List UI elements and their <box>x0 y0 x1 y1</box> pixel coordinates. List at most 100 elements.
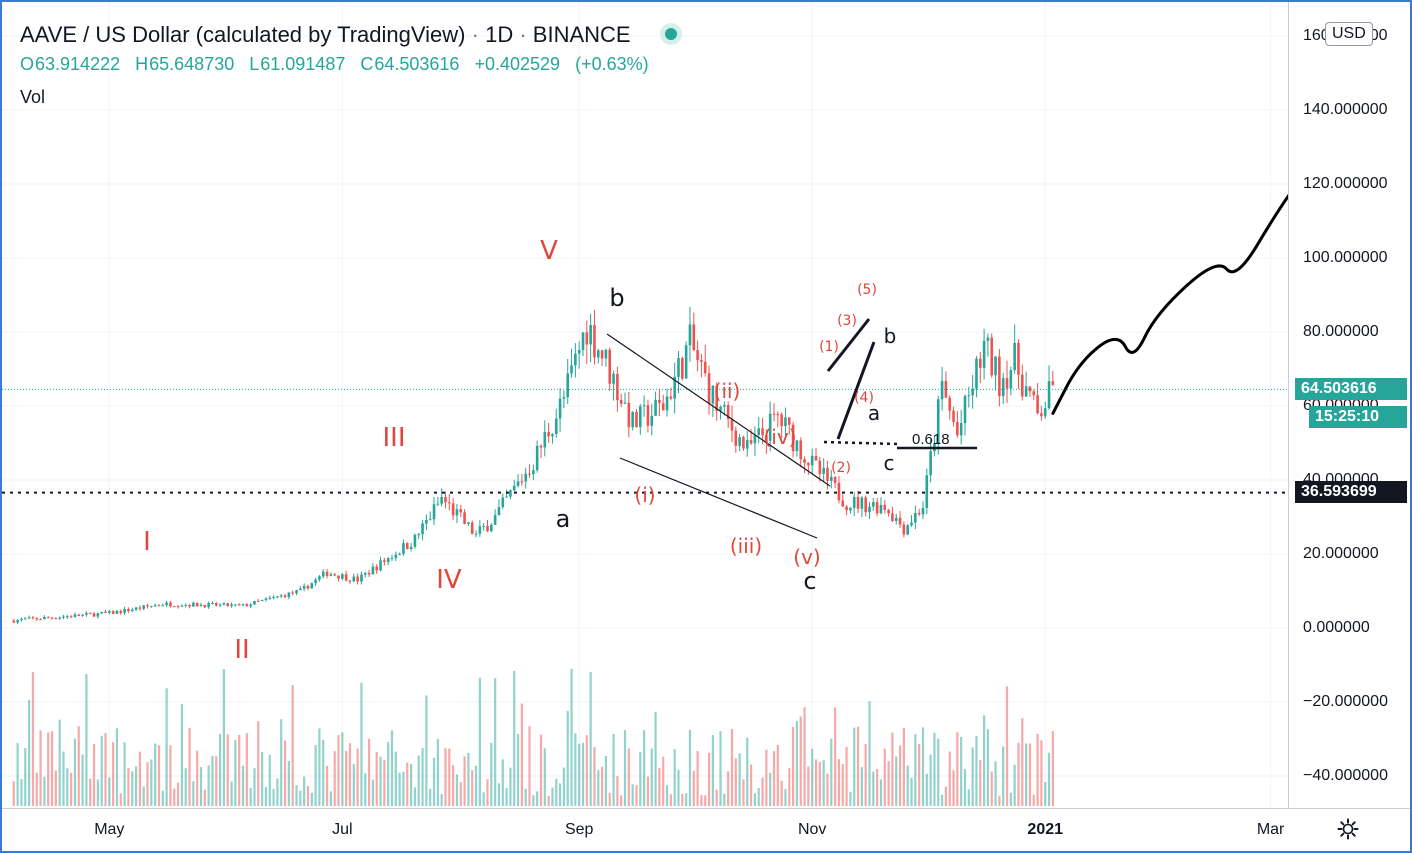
candle-body <box>448 502 451 504</box>
volume-bar <box>371 779 374 806</box>
candle-body <box>257 600 260 602</box>
candle-body <box>398 553 401 555</box>
candle-body <box>321 571 325 577</box>
volume-bar <box>627 748 630 806</box>
currency-button[interactable]: USD <box>1325 22 1373 46</box>
candle-body <box>719 406 722 411</box>
candle-body <box>249 604 252 607</box>
candle-body <box>753 434 757 444</box>
candle-body <box>1040 413 1043 417</box>
price-axis[interactable]: 160.000000140.000000120.000000100.000000… <box>1288 2 1410 808</box>
candle-body <box>677 357 680 377</box>
candle-body <box>367 573 371 575</box>
price-plot[interactable]: IIIIIIIVVabc(i)(ii)(iii)(iv)(v)(1)(2)(3)… <box>2 2 1288 808</box>
candle-body <box>218 604 222 606</box>
candle-body <box>810 455 814 466</box>
volume-bar <box>761 777 764 806</box>
candle-body <box>940 380 944 400</box>
volume-bar <box>226 734 229 806</box>
candle-body <box>833 476 837 483</box>
volume-bar <box>944 786 947 806</box>
candle-body <box>596 350 600 358</box>
candle-body <box>62 616 65 618</box>
interval-label[interactable]: 1D <box>485 22 514 47</box>
candle-body <box>879 504 883 514</box>
candle-body <box>978 358 982 368</box>
wave-label-wave-V: V <box>540 236 558 266</box>
time-axis[interactable]: May Jul Sep Nov 2021 Mar <box>2 808 1410 851</box>
volume-bar <box>306 786 310 806</box>
volume-bar <box>665 785 669 806</box>
volume-bar <box>417 755 420 806</box>
candle-body <box>776 413 780 415</box>
volume-bar <box>39 730 42 806</box>
last-price-label: 64.503616 <box>1295 378 1407 400</box>
change-pct: (+0.63%) <box>575 54 649 74</box>
time-tick-label: Sep <box>564 821 594 838</box>
candle-body <box>967 395 971 397</box>
volume-bar <box>234 739 237 806</box>
candle-body <box>539 445 543 448</box>
candle-body <box>925 475 929 508</box>
candle-body <box>723 405 726 407</box>
candle-body <box>478 526 482 534</box>
volume-bar <box>73 738 77 806</box>
wave-label-abc-b: b <box>609 284 624 312</box>
candle-body <box>287 592 291 598</box>
candle-body <box>291 592 294 594</box>
volume-bar <box>219 734 222 806</box>
candle-body <box>860 497 864 509</box>
level-price-label: 36.593699 <box>1295 481 1407 503</box>
volume-legend[interactable]: Vol <box>20 87 46 107</box>
volume-bar <box>895 756 898 806</box>
volume-bar <box>230 781 233 806</box>
candle-body <box>872 501 875 507</box>
candle-body <box>104 612 107 614</box>
projection-path <box>1051 193 1288 415</box>
settings-gear-icon[interactable] <box>1337 818 1359 840</box>
candle-body <box>986 337 990 341</box>
candle-body <box>898 517 902 525</box>
volume-bar <box>1040 740 1043 806</box>
candle-body <box>990 337 994 376</box>
volume-bar <box>169 745 172 806</box>
volume-bar <box>715 789 718 806</box>
candle-body <box>1028 386 1032 392</box>
symbol-title[interactable]: AAVE / US Dollar (calculated by TradingV… <box>20 22 466 47</box>
volume-bar <box>986 729 990 806</box>
volume-bar <box>176 782 180 806</box>
volume-bar <box>12 781 15 806</box>
candle-body <box>50 617 54 619</box>
volume-bar <box>1002 746 1005 806</box>
candle-body <box>172 606 176 608</box>
candle-body <box>467 522 470 524</box>
candle-body <box>795 440 799 452</box>
candle-body <box>929 451 932 476</box>
volume-bar <box>1021 718 1024 806</box>
candle-body <box>757 428 761 435</box>
volume-bar <box>597 770 600 806</box>
candle-body <box>669 396 673 399</box>
volume-bar <box>364 773 367 806</box>
low-label: L <box>249 54 260 74</box>
candle-body <box>39 619 42 621</box>
candle-body <box>543 432 547 448</box>
candle-body <box>726 405 730 420</box>
volume-bar <box>413 787 417 806</box>
volume-bar <box>184 768 187 806</box>
impulse-line-1 <box>826 318 871 372</box>
volume-bar <box>131 771 134 806</box>
wave-label-abc2-b: b <box>884 324 897 348</box>
fib-label: 0.618 <box>912 431 950 448</box>
candle-body <box>749 440 753 444</box>
candle-body <box>153 605 157 607</box>
time-tick-label: Jul <box>332 821 353 838</box>
volume-bar <box>16 743 19 806</box>
candle-body <box>176 606 180 608</box>
candle-body <box>130 609 134 612</box>
volume-bar <box>864 744 867 806</box>
volume-bar <box>50 731 54 806</box>
volume-bar <box>310 792 313 806</box>
volume-bar <box>654 711 657 806</box>
volume-bar <box>341 732 344 806</box>
